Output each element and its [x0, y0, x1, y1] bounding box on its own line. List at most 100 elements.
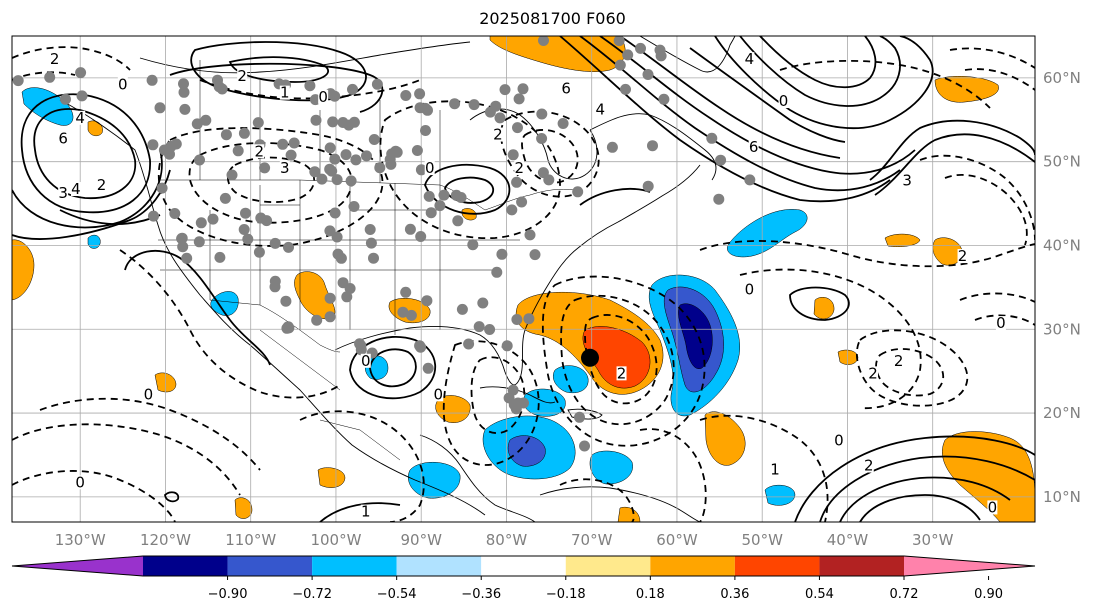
station-dot [76, 90, 88, 102]
gridlines [12, 36, 1035, 522]
contour-solid [369, 348, 417, 388]
contour-label-bg [769, 462, 780, 477]
contour-label-bg [279, 85, 290, 100]
colorbar-tick-label: 0.90 [974, 587, 1003, 602]
station-dot [310, 114, 322, 126]
station-dot [420, 125, 431, 136]
us-canada-border [158, 179, 576, 211]
contour-dashed [12, 423, 241, 496]
contour-dashed [521, 129, 579, 184]
lon-tick-label: 60°W [656, 531, 698, 549]
station-dot [415, 164, 427, 176]
station-dot [449, 98, 461, 110]
station-dot [200, 114, 212, 126]
contour-dashed [470, 356, 526, 434]
station-dot [324, 225, 336, 237]
colorbar-segment [227, 556, 313, 576]
contour-label-bg [744, 52, 755, 67]
station-dot [494, 112, 506, 124]
contour-value-label: 2 [617, 364, 627, 382]
contour-label-bg [616, 366, 627, 381]
contour-label-bg [514, 161, 525, 176]
lat-tick-label: 10°N [1043, 488, 1081, 506]
contour-value-label: 0 [996, 314, 1006, 332]
station-dot [496, 248, 508, 260]
colorbar-segment [312, 556, 397, 576]
station-dot [374, 162, 386, 174]
station-dot [219, 192, 231, 204]
contour-label-bg [595, 102, 606, 117]
contour-label-bg [863, 458, 874, 473]
station-dot [193, 236, 205, 248]
station-dot [404, 223, 416, 235]
contour-dashed [919, 154, 1035, 241]
contour-label-bg [492, 127, 503, 142]
contour-value-label: 2 [864, 457, 874, 475]
station-dot [411, 145, 423, 156]
lon-tick-label: 70°W [571, 531, 613, 549]
contour-solid [714, 36, 934, 130]
station-dot [253, 246, 265, 258]
station-dot [288, 137, 300, 149]
contour-value-label: 1 [361, 503, 371, 521]
colorbar-tick-label: −0.72 [292, 587, 332, 602]
contour-solid [859, 494, 981, 522]
station-dot [154, 102, 166, 114]
colorbar-tick-label: −0.18 [546, 587, 586, 602]
contour-value-label: 2 [97, 176, 107, 194]
storm-center-marker [580, 348, 599, 367]
station-dot [538, 36, 549, 46]
lon-tick-label: 120°W [140, 531, 191, 549]
lon-tick-label: 30°W [912, 531, 954, 549]
station-dot [316, 173, 328, 185]
us-mexico-border [209, 299, 341, 353]
contour-value-label: 0 [988, 498, 998, 516]
negative-anomaly-patch [523, 388, 566, 417]
east-coast [524, 164, 701, 331]
station-dot [579, 440, 590, 452]
station-dot [12, 75, 24, 87]
station-dot [425, 207, 437, 219]
station-dot [324, 292, 336, 304]
station-dot [477, 297, 489, 309]
contour-solid [228, 56, 329, 83]
station-dot [390, 145, 402, 157]
positive-anomaly-patch [617, 506, 641, 522]
station-dot [400, 286, 412, 298]
station-dot [613, 36, 625, 47]
station-dot [309, 94, 321, 106]
lon-tick-label: 110°W [225, 531, 276, 549]
station-dot [491, 266, 503, 278]
longitude-tick-labels: 130°W 120°W 110°W 100°W 90°W 80°W 70°W 60°W 50°W… [55, 531, 954, 549]
central-america-coast [419, 434, 536, 522]
station-dot [537, 167, 549, 179]
colorbar-segment [819, 556, 904, 576]
lon-tick-label: 80°W [486, 531, 528, 549]
station-dot [438, 189, 450, 201]
hudson-bay-coast [469, 108, 598, 180]
station-dot [311, 314, 323, 326]
station-dot [178, 86, 190, 98]
contour-dashed [779, 59, 991, 109]
station-dot [511, 314, 523, 325]
contour-value-label: 0 [75, 473, 85, 491]
station-dot [178, 78, 189, 90]
station-dot [361, 150, 372, 162]
station-dot [536, 133, 548, 144]
contour-value-label: 4 [595, 100, 605, 118]
station-dot [450, 189, 462, 201]
negative-anomaly-patch [764, 484, 796, 506]
station-dot [517, 83, 529, 95]
contour-solid [124, 249, 271, 366]
station-dot [368, 252, 379, 264]
station-dot [341, 291, 353, 303]
station-dot [414, 88, 426, 100]
station-dot [512, 122, 523, 134]
contour-dashed [157, 127, 384, 247]
colorbar-over-arrow [904, 556, 1035, 576]
station-dot [400, 90, 412, 101]
contour-dashed [299, 410, 425, 522]
station-dot [706, 132, 718, 144]
colorbar-tick-label: 0.18 [636, 587, 665, 602]
